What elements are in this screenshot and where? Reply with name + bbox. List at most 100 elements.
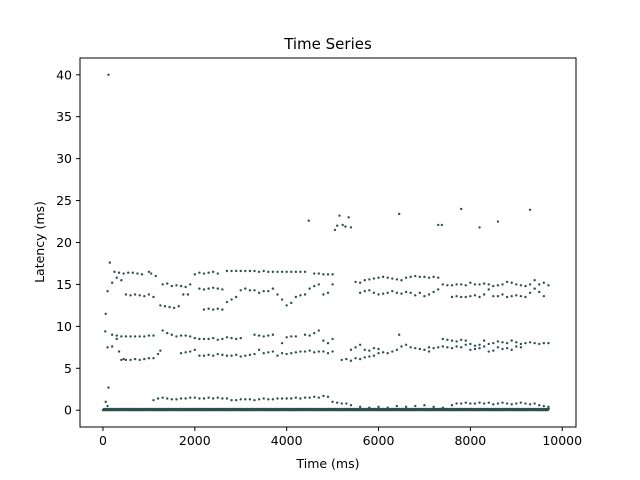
data-point <box>280 270 284 274</box>
data-point <box>487 350 490 353</box>
data-point <box>345 402 348 405</box>
data-point <box>455 402 458 405</box>
data-point <box>221 353 224 357</box>
data-point <box>225 300 229 304</box>
data-point <box>358 291 362 295</box>
data-point <box>239 289 242 292</box>
data-point <box>271 287 275 290</box>
data-point <box>404 405 408 409</box>
data-point <box>322 293 325 296</box>
y-tick-label: 15 <box>56 277 72 292</box>
data-point <box>400 292 403 295</box>
data-point <box>276 293 279 296</box>
data-point <box>202 397 206 400</box>
data-point <box>120 358 123 362</box>
data-point <box>440 223 444 227</box>
data-point <box>294 335 298 338</box>
data-point <box>496 284 500 287</box>
data-point <box>363 356 366 359</box>
data-point <box>331 350 334 353</box>
data-point <box>179 334 183 337</box>
data-point <box>257 291 261 295</box>
data-point <box>207 353 210 357</box>
data-point <box>161 329 164 332</box>
data-point <box>510 281 513 284</box>
data-point <box>533 341 536 345</box>
data-point <box>239 336 242 340</box>
data-point <box>276 270 279 274</box>
data-point <box>340 358 343 362</box>
data-point <box>363 289 366 293</box>
data-point <box>248 398 252 401</box>
data-point <box>124 335 128 338</box>
data-point <box>515 283 518 286</box>
data-point <box>138 335 141 338</box>
data-point <box>234 269 238 273</box>
data-point <box>211 286 215 289</box>
data-point <box>207 337 210 341</box>
data-point <box>239 269 242 273</box>
data-point <box>189 283 192 286</box>
data-point <box>519 284 523 287</box>
data-point <box>538 342 541 346</box>
data-point <box>345 357 348 361</box>
data-point <box>528 291 532 295</box>
data-point <box>225 354 229 357</box>
data-point <box>234 398 238 402</box>
data-point <box>104 330 107 333</box>
data-point <box>459 338 463 341</box>
data-point <box>313 284 316 288</box>
data-point <box>308 334 311 337</box>
data-point <box>294 396 298 399</box>
data-point <box>358 357 362 361</box>
data-point <box>423 348 426 352</box>
data-point <box>501 293 504 296</box>
data-point <box>533 287 536 290</box>
data-point <box>267 334 270 337</box>
data-point <box>505 346 509 350</box>
data-point <box>397 212 401 216</box>
data-point <box>136 272 139 275</box>
data-point <box>307 219 310 222</box>
data-point <box>524 402 527 405</box>
data-point <box>170 398 174 401</box>
data-point <box>172 306 176 310</box>
data-point <box>322 273 325 276</box>
data-point <box>528 283 532 286</box>
data-point <box>129 335 132 338</box>
data-point <box>455 294 458 298</box>
data-point <box>179 284 183 288</box>
data-point <box>469 402 472 405</box>
data-point <box>524 295 527 299</box>
data-point <box>216 396 219 399</box>
data-point <box>317 283 321 286</box>
x-tick-label: 10000 <box>542 433 582 448</box>
data-point <box>225 397 229 400</box>
data-point <box>120 279 123 282</box>
data-point <box>267 289 270 293</box>
data-point <box>510 403 513 406</box>
data-point <box>404 276 408 279</box>
data-point <box>216 287 219 290</box>
y-axis-label: Latency (ms) <box>32 201 47 283</box>
data-point <box>437 288 440 291</box>
data-point <box>333 228 337 232</box>
data-point <box>482 402 486 405</box>
data-point <box>446 338 449 341</box>
data-point <box>221 397 224 400</box>
data-point <box>368 278 371 281</box>
data-point <box>464 295 467 299</box>
data-point <box>211 336 215 340</box>
data-point <box>140 273 144 276</box>
data-point <box>377 276 380 279</box>
data-point <box>505 402 509 405</box>
data-point <box>418 291 422 295</box>
data-point <box>216 272 219 275</box>
data-point <box>478 283 481 286</box>
data-point <box>175 335 178 338</box>
data-point <box>253 289 256 292</box>
data-point <box>533 402 536 405</box>
data-point <box>106 289 109 293</box>
x-tick-label: 2000 <box>179 433 211 448</box>
data-point <box>290 270 293 274</box>
